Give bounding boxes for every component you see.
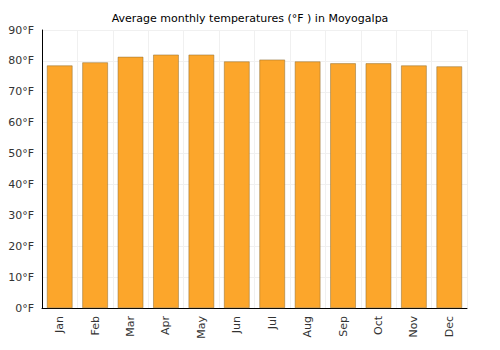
svg-text:Jul: Jul xyxy=(266,316,279,330)
svg-text:Jun: Jun xyxy=(230,316,243,334)
svg-text:Mar: Mar xyxy=(124,316,137,337)
svg-text:30°F: 30°F xyxy=(8,209,34,222)
svg-text:90°F: 90°F xyxy=(8,24,34,37)
svg-text:Feb: Feb xyxy=(89,316,102,335)
svg-text:May: May xyxy=(195,316,208,339)
svg-text:Nov: Nov xyxy=(407,316,420,338)
svg-text:Apr: Apr xyxy=(159,316,172,336)
svg-text:60°F: 60°F xyxy=(8,116,34,129)
svg-text:Dec: Dec xyxy=(443,316,456,337)
svg-text:Sep: Sep xyxy=(337,316,350,337)
svg-text:20°F: 20°F xyxy=(8,240,34,253)
svg-text:Average monthly temperatures (: Average monthly temperatures (°F ) in Mo… xyxy=(112,12,389,25)
svg-text:40°F: 40°F xyxy=(8,178,34,191)
svg-text:80°F: 80°F xyxy=(8,54,34,67)
svg-text:70°F: 70°F xyxy=(8,85,34,98)
svg-text:Oct: Oct xyxy=(372,315,385,335)
svg-text:0°F: 0°F xyxy=(15,302,34,315)
svg-text:Jan: Jan xyxy=(53,316,66,334)
svg-text:Aug: Aug xyxy=(301,316,314,337)
svg-text:10°F: 10°F xyxy=(8,271,34,284)
svg-text:50°F: 50°F xyxy=(8,147,34,160)
